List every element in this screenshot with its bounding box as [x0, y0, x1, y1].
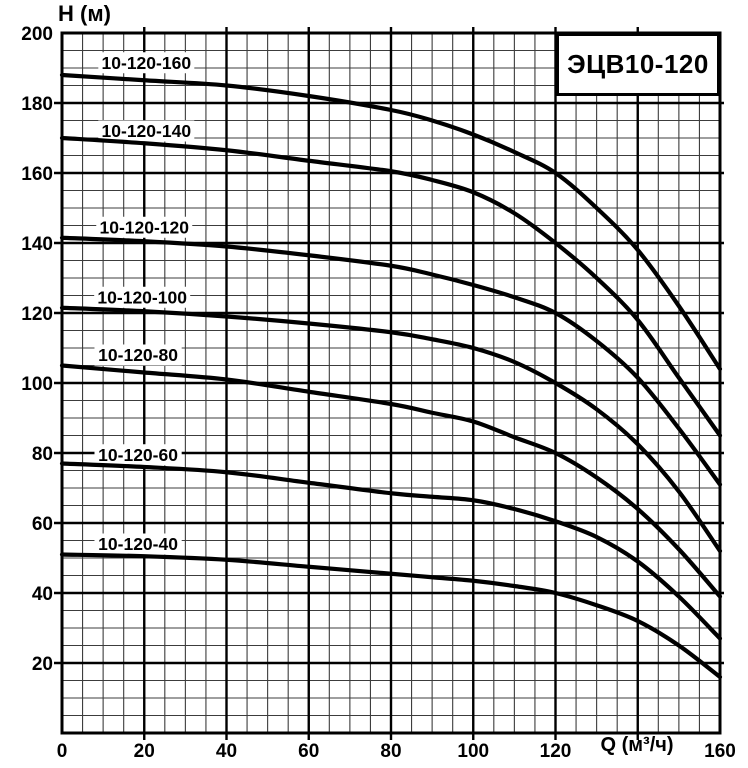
- y-tick-label-20: 20: [32, 654, 53, 675]
- x-tick-label-60: 60: [298, 741, 319, 762]
- curve-label-bg: [94, 444, 182, 466]
- curve-10-120-160: [59, 72, 723, 372]
- curve-label-10-120-120: 10-120-120: [99, 217, 189, 237]
- curve-label-10-120-60: 10-120-60: [98, 445, 178, 465]
- curve-label-bg: [94, 344, 182, 366]
- curve-10-120-80: [59, 363, 723, 599]
- curve-label-bg: [96, 216, 193, 238]
- curve-label-10-120-40: 10-120-40: [98, 534, 178, 554]
- x-tick-label-80: 80: [380, 741, 401, 762]
- x-tick-label-160: 160: [704, 741, 736, 762]
- y-tick-label-80: 80: [32, 444, 53, 465]
- curve-label-bg: [94, 533, 182, 555]
- y-tick-label-60: 60: [32, 514, 53, 535]
- curve-label-10-120-100: 10-120-100: [97, 287, 187, 307]
- x-tick-label-0: 0: [57, 741, 68, 762]
- curve-label-bg: [94, 286, 191, 308]
- y-tick-label-120: 120: [21, 304, 53, 325]
- chart-title-box: ЭЦВ10-120: [556, 33, 720, 96]
- y-tick-label-100: 100: [21, 374, 53, 395]
- y-tick-label-40: 40: [32, 584, 53, 605]
- curve-label-bg: [98, 120, 195, 142]
- curve-10-120-40: [59, 552, 723, 680]
- curve-10-120-140: [59, 135, 723, 438]
- y-tick-label-180: 180: [21, 94, 53, 115]
- x-tick-label-40: 40: [216, 741, 237, 762]
- y-tick-label-160: 160: [21, 164, 53, 185]
- curve-label-10-120-140: 10-120-140: [102, 121, 192, 141]
- x-axis-title: Q (м³/ч): [600, 734, 674, 756]
- curve-10-120-60: [59, 461, 723, 641]
- curve-label-10-120-160: 10-120-160: [102, 53, 192, 73]
- curve-label-bg: [98, 52, 195, 74]
- y-axis-title: H (м): [58, 1, 111, 26]
- curve-label-10-120-80: 10-120-80: [98, 345, 178, 365]
- plot-frame: [60, 31, 722, 735]
- x-tick-label-100: 100: [457, 741, 489, 762]
- y-tick-label-140: 140: [21, 234, 53, 255]
- x-tick-label-20: 20: [134, 741, 155, 762]
- x-tick-label-120: 120: [540, 741, 572, 762]
- curve-10-120-100: [59, 305, 723, 554]
- y-tick-label-200: 200: [21, 24, 53, 45]
- curve-10-120-120: [59, 235, 723, 487]
- chart-title: ЭЦВ10-120: [567, 49, 709, 79]
